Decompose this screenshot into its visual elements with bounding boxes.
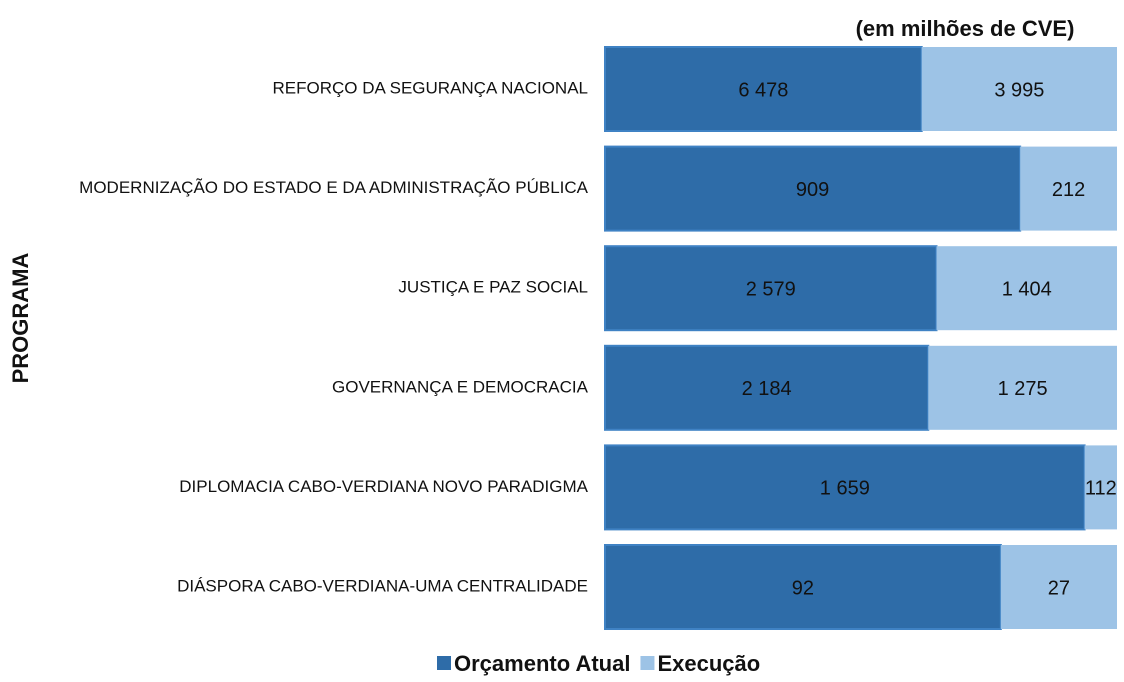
bar-segment	[1084, 445, 1117, 530]
value-label: 1 404	[1002, 278, 1052, 300]
bar-segment	[604, 145, 1022, 232]
bar-segment	[604, 544, 1002, 630]
value-label: 92	[792, 577, 814, 599]
value-label: 112	[1085, 478, 1117, 500]
value-label: 212	[1052, 179, 1085, 201]
legend-swatch	[640, 656, 655, 670]
legend-label: Execução	[657, 651, 760, 676]
value-label: 1 659	[820, 478, 870, 500]
value-label: 909	[796, 179, 829, 201]
value-label: 27	[1048, 577, 1070, 599]
value-label: 6 478	[738, 79, 788, 101]
bar-segment	[921, 47, 1117, 131]
bar-segment	[604, 444, 1086, 531]
bar-segment	[1020, 146, 1117, 231]
bar-segment	[604, 344, 930, 431]
category-label: GOVERNANÇA E DEMOCRACIA	[332, 377, 589, 396]
legend-label: Orçamento Atual	[454, 651, 630, 676]
value-label: 2 579	[746, 278, 796, 300]
legend-swatch	[437, 656, 451, 670]
value-label: 3 995	[994, 79, 1044, 101]
bar-segment	[604, 46, 923, 132]
value-label: 1 275	[998, 378, 1048, 400]
value-label: 2 184	[742, 378, 792, 400]
category-label: REFORÇO DA SEGURANÇA NACIONAL	[272, 78, 588, 97]
y-axis-label: PROGRAMA	[8, 253, 33, 384]
category-label: MODERNIZAÇÃO DO ESTADO E DA ADMINISTRAÇÃ…	[79, 178, 588, 197]
chart-title: (em milhões de CVE)	[856, 16, 1075, 41]
bar-segment	[1000, 545, 1117, 629]
category-label: DIPLOMACIA CABO-VERDIANA NOVO PARADIGMA	[179, 477, 588, 496]
bar-segment	[928, 345, 1117, 430]
category-label: DIÁSPORA CABO-VERDIANA-UMA CENTRALIDADE	[177, 576, 588, 595]
bar-segment	[936, 246, 1117, 331]
category-label: JUSTIÇA E PAZ SOCIAL	[398, 278, 588, 297]
